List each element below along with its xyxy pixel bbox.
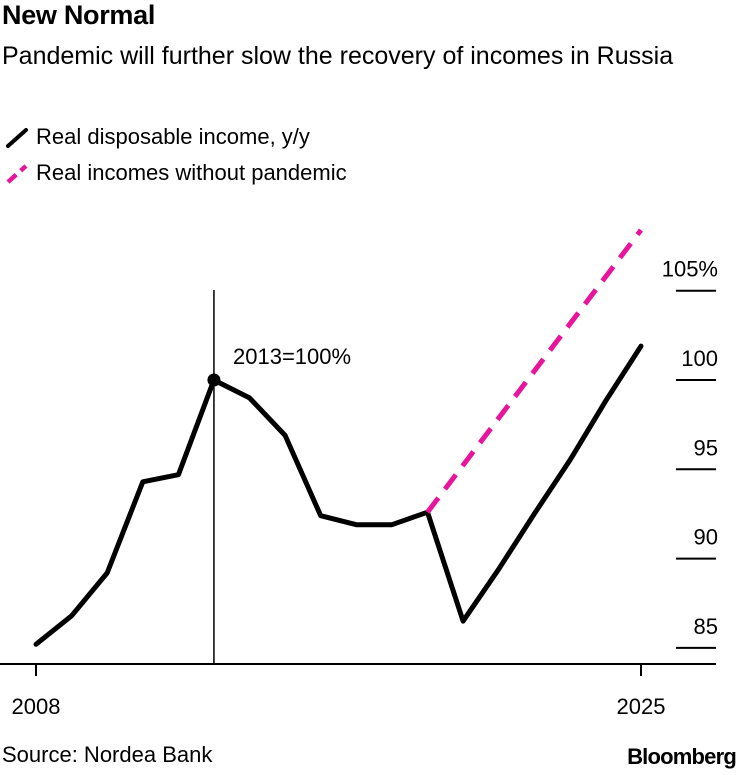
chart-subtitle: Pandemic will further slow the recovery …: [2, 42, 674, 70]
x-tick-label: 2025: [617, 694, 666, 719]
y-tick-label: 90: [694, 525, 718, 550]
y-tick-label: 100: [681, 346, 718, 371]
series-line-no-pandemic: [425, 228, 643, 514]
x-tick-label: 2008: [12, 694, 61, 719]
legend-swatch-dashed-icon: [6, 164, 28, 184]
legend-label-no-pandemic: Real incomes without pandemic: [36, 160, 347, 185]
source-note: Source: Nordea Bank: [2, 742, 213, 767]
annotation-point-2013: [207, 373, 221, 387]
annotation-label: 2013=100%: [233, 344, 351, 369]
y-tick-label: 95: [694, 435, 718, 460]
chart-title: New Normal: [2, 0, 156, 30]
bloomberg-logo: Bloomberg: [627, 744, 737, 769]
y-tick-label: 105%: [662, 257, 718, 282]
legend-label-income: Real disposable income, y/y: [36, 124, 310, 149]
y-tick-label: 85: [694, 614, 718, 639]
legend-swatch-solid-icon: [6, 128, 28, 148]
series-line-income: [33, 343, 644, 647]
